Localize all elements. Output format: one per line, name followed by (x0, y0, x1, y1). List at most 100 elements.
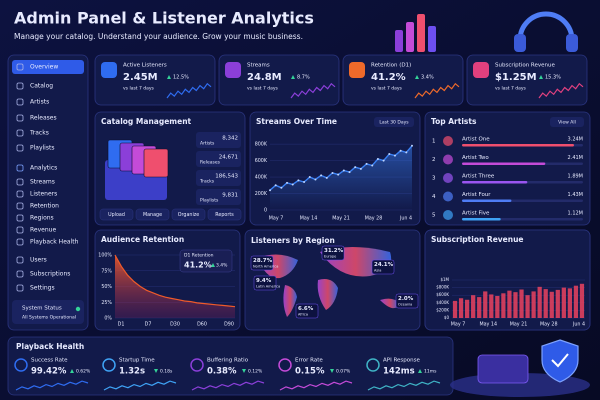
bar (579, 283, 585, 318)
sparkline (290, 82, 336, 99)
nav-icon (16, 256, 24, 264)
region-badge (371, 259, 395, 275)
down-arrow (154, 369, 158, 373)
action-button[interactable] (135, 208, 170, 221)
filter-label: Last 30 Days (379, 120, 409, 126)
y-tick-label: $600K (436, 292, 449, 297)
rank: 4 (432, 194, 436, 200)
nav-item[interactable]: Regions (30, 215, 54, 222)
stat-box (196, 170, 241, 186)
nav-item[interactable]: Playback Health (30, 239, 79, 246)
header-art (395, 11, 578, 52)
metric-change: 11ms (424, 369, 437, 375)
artist-value: 1.12M (568, 211, 583, 217)
bar (452, 300, 458, 318)
y-tick-label: 0 (264, 208, 267, 214)
nav-icon (16, 238, 24, 246)
line-point (399, 149, 402, 152)
kpi-change: 3.4% (421, 75, 434, 81)
x-tick-label: May 14 (479, 322, 497, 328)
line-area (270, 145, 412, 210)
nav-item[interactable]: Catalog (30, 83, 53, 90)
kpi-card (94, 54, 216, 106)
kpi-value: 2.45M (123, 72, 158, 83)
action-label: Reports (215, 212, 234, 218)
page-title: Admin Panel & Listener Analytics (14, 9, 314, 28)
nav-item[interactable]: Settings (30, 285, 55, 292)
sparkline (103, 380, 177, 391)
nav-item[interactable]: Users (30, 257, 47, 264)
line-point (342, 169, 345, 172)
kpi-change: 12.5% (173, 75, 189, 81)
action-button[interactable] (99, 208, 134, 221)
artist-name: Artist Five (462, 211, 490, 217)
region-share: 6.6% (298, 306, 314, 312)
region-badge (395, 293, 419, 309)
line-point (348, 171, 351, 174)
kpi-label: Active Listeners (123, 63, 167, 69)
action-button[interactable] (207, 208, 242, 221)
bar (567, 288, 573, 318)
region-share: 31.2% (324, 248, 344, 254)
kpi-icon (101, 62, 117, 78)
metric-change: 0.12% (248, 369, 263, 375)
bar (513, 292, 518, 318)
nav-item[interactable]: Playlists (30, 145, 54, 152)
rank: 2 (432, 157, 436, 163)
nav-item[interactable]: Listeners (30, 191, 57, 198)
line-point (405, 151, 408, 154)
bar (495, 295, 500, 318)
nav-item[interactable]: Streams (30, 179, 55, 186)
nav-item[interactable]: Tracks (29, 130, 49, 137)
kpi-value: 41.2% (371, 72, 406, 83)
line-point (320, 174, 323, 177)
nav-item[interactable]: Overview (30, 64, 58, 71)
x-tick-label: Jun 4 (399, 216, 412, 222)
artist-value: 1.43M (568, 192, 583, 198)
bar (458, 298, 464, 318)
view-all-button[interactable] (550, 117, 584, 127)
artist-avatar (443, 210, 453, 220)
line-point (337, 173, 340, 176)
region-badge (321, 245, 345, 261)
kpi-label: Streams (247, 63, 270, 69)
filter-button[interactable] (374, 117, 414, 127)
nav-item[interactable]: Subscriptions (30, 271, 70, 278)
metric-value: 0.15% (295, 367, 325, 377)
up-arrow (539, 75, 543, 79)
nav-item[interactable]: Releases (30, 115, 57, 122)
sparkline (367, 380, 441, 391)
nav-item[interactable]: Retention (30, 203, 59, 210)
artist-avatar (443, 191, 453, 202)
kpi-icon (473, 62, 489, 78)
deco-device (477, 354, 529, 384)
bar (555, 289, 560, 318)
action-label: Organize (178, 212, 200, 218)
y-tick-label: $400K (436, 300, 449, 305)
line-point (393, 154, 396, 157)
line-point (371, 164, 374, 167)
x-tick-label: May 14 (300, 216, 318, 222)
nav-icon (16, 270, 24, 278)
rank: 5 (432, 213, 436, 219)
kpi-icon (225, 62, 241, 78)
action-button[interactable] (171, 208, 206, 221)
line-point (291, 183, 294, 186)
rank: 1 (432, 139, 436, 145)
stat-value: 24,671 (219, 155, 238, 161)
status-title: System Status (22, 306, 62, 312)
nav-item[interactable]: Revenue (30, 227, 56, 234)
kpi-icon (349, 62, 365, 78)
stat-box (196, 151, 241, 167)
callout-change: 3.4% (216, 263, 228, 269)
action-label: Manage (143, 212, 162, 218)
y-tick-label: 50% (101, 284, 112, 290)
region-name: Oceania (398, 303, 412, 307)
artist-avatar (443, 154, 453, 165)
sparkline (279, 380, 353, 391)
nav-item[interactable]: Artists (30, 99, 49, 106)
bar (483, 291, 488, 318)
x-tick-label: Jun 4 (572, 322, 585, 328)
kpi-note: vs last 7 days (371, 86, 403, 92)
nav-item[interactable]: Analytics (30, 165, 57, 172)
